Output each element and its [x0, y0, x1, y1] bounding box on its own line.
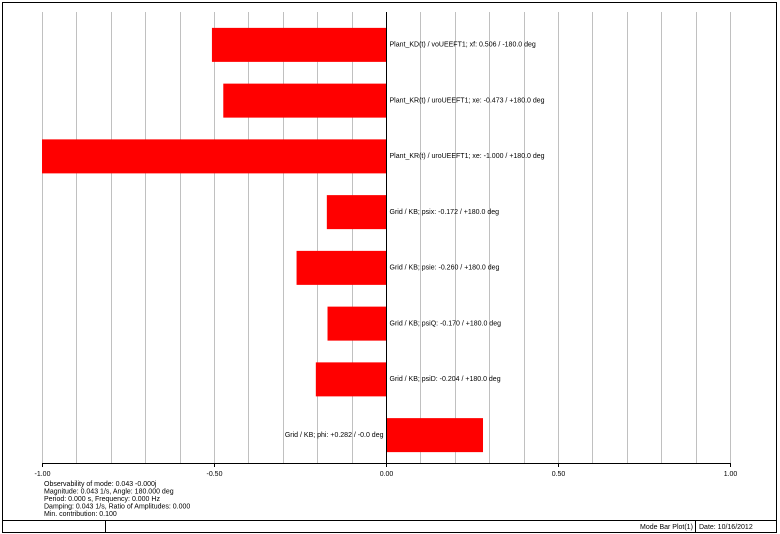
info-text: Magnitude: 0.043 1/s, Angle: 180.000 deg	[44, 488, 174, 495]
x-tick-label: 1.00	[724, 471, 738, 478]
bar	[223, 83, 387, 118]
bar	[42, 139, 387, 174]
bar-label: Grid / KB; psiQ: -0.170 / +180.0 deg	[390, 320, 502, 327]
info-text: Min. contribution: 0.100	[44, 511, 117, 518]
bar	[327, 306, 387, 341]
bar	[326, 195, 387, 230]
x-tick-label: 0.00	[380, 471, 394, 478]
info-text: Damping: 0.043 1/s, Ratio of Amplitudes:…	[44, 503, 190, 510]
bar-label: Grid / KB; psie: -0.260 / +180.0 deg	[390, 265, 500, 272]
bar-label: Grid / KB; psix: -0.172 / +180.0 deg	[390, 209, 500, 216]
bar	[315, 362, 387, 397]
bar	[296, 250, 387, 285]
bar	[386, 418, 484, 453]
bar-label: Grid / KB; phi: +0.282 / -0.0 deg	[285, 432, 384, 439]
bar-label: Grid / KB; psiD: -0.204 / +180.0 deg	[390, 376, 501, 383]
x-tick-label: -0.50	[207, 471, 223, 478]
footer-plot-name: Mode Bar Plot(1)	[640, 524, 693, 531]
info-text: Period: 0.000 s, Frequency: 0.000 Hz	[44, 496, 160, 503]
x-tick-label: -1.00	[35, 471, 51, 478]
bar	[211, 27, 387, 62]
info-text: Observability of mode: 0.043 -0.000j	[44, 481, 157, 488]
bar-label: Plant_KR(t) / uroUEEFT1; xe: -1.000 / +1…	[390, 153, 545, 160]
footer-date: Date: 10/16/2012	[699, 524, 753, 531]
x-tick-label: 0.50	[552, 471, 566, 478]
bar-label: Plant_KD(t) / voUEEFT1; xf: 0.506 / -180…	[390, 42, 536, 49]
bar-label: Plant_KR(t) / uroUEEFT1; xe: -0.473 / +1…	[390, 97, 545, 104]
